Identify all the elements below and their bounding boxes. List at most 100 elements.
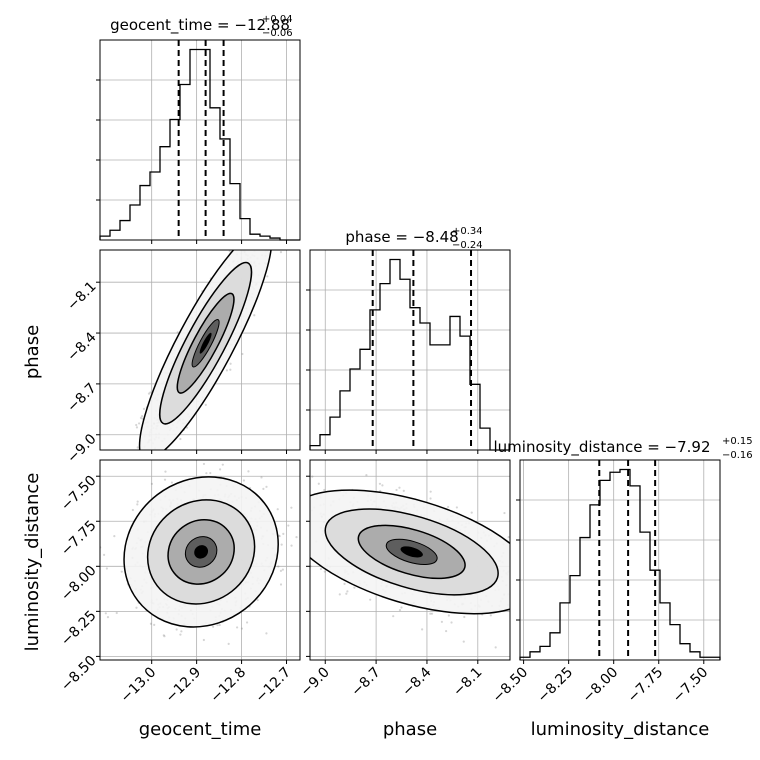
grid-layer (100, 40, 720, 660)
x-tick-label-geocent-time: −12.8 (208, 664, 250, 706)
sample-point (429, 497, 432, 500)
sample-point (262, 487, 265, 490)
sample-point (150, 482, 153, 485)
sample-point (179, 633, 182, 636)
sample-point (305, 542, 307, 544)
sample-point (248, 246, 250, 248)
x-tick-label-geocent-time: −12.7 (253, 664, 295, 706)
sample-point (323, 488, 326, 492)
title-geocent-time: geocent_time = −12.88 (110, 16, 290, 35)
x-tick-label-geocent-time: −13.0 (118, 664, 160, 706)
x-tick-label-phase: −9.0 (298, 664, 333, 699)
sample-point (515, 583, 517, 585)
y-tick-label-luminosity-distance: −8.00 (58, 563, 100, 605)
sample-point (147, 392, 151, 395)
sample-point (202, 462, 206, 466)
sample-point (263, 207, 265, 209)
sample-point (149, 451, 151, 453)
sample-point (266, 275, 269, 278)
sample-point (295, 525, 297, 527)
sample-point (176, 331, 179, 334)
sample-point (462, 640, 465, 643)
sample-point (513, 580, 515, 582)
sample-point (279, 243, 281, 245)
sample-point (293, 543, 295, 545)
x-tick-label-phase: −8.1 (450, 664, 485, 699)
sample-point (510, 584, 512, 586)
sample-point (148, 473, 150, 475)
sample-point (470, 511, 473, 514)
sample-point (212, 625, 215, 628)
sample-point (137, 422, 141, 425)
sample-point (135, 426, 139, 429)
sample-point (515, 603, 517, 605)
panel-frame (99, 459, 301, 661)
sample-point (296, 524, 298, 526)
sample-point (290, 544, 293, 547)
sample-point (287, 515, 289, 517)
sample-point (202, 638, 205, 642)
sample-point (278, 534, 281, 538)
sample-point (421, 628, 424, 631)
sample-point (345, 592, 348, 595)
y-tick-label-luminosity-distance: −8.50 (58, 653, 100, 695)
sample-point (209, 471, 212, 475)
y-tick-label-phase: −8.4 (64, 329, 99, 364)
sample-point (445, 629, 448, 633)
sample-point (139, 416, 143, 419)
sample-point (279, 250, 283, 254)
sample-point (489, 614, 492, 617)
sample-point (258, 241, 260, 243)
panel-frame (99, 39, 301, 241)
sample-point (260, 221, 262, 223)
sample-point (531, 577, 533, 579)
sample-point (132, 457, 134, 459)
sample-point (287, 524, 290, 527)
sample-point (283, 225, 285, 227)
sample-point (369, 598, 372, 601)
sample-point (148, 453, 150, 455)
sample-point (338, 593, 341, 596)
sample-point (398, 609, 402, 612)
y-tick-label-luminosity-distance: −7.75 (58, 518, 100, 560)
sample-point (161, 450, 163, 452)
sample-point (245, 621, 249, 624)
sample-point (265, 243, 267, 245)
sample-point (282, 532, 285, 535)
sample-point (179, 437, 182, 441)
sample-point (539, 607, 541, 609)
sample-point (305, 540, 307, 542)
xlabel-geocent-time: geocent_time (139, 719, 262, 740)
sample-point (135, 606, 138, 609)
sample-point (257, 231, 259, 233)
sample-point (191, 450, 193, 452)
sample-point (514, 589, 516, 591)
sample-point (527, 561, 529, 563)
sample-point (175, 628, 178, 631)
x-tick-label-geocent-time: −12.9 (163, 664, 205, 706)
sample-point (277, 565, 280, 568)
sample-point (533, 571, 535, 573)
sample-point (276, 497, 278, 499)
sample-point (294, 530, 296, 532)
sample-point (514, 541, 516, 543)
sample-point (323, 570, 326, 573)
sample-point (245, 247, 247, 249)
panel-geocent-time-vs-luminosity-distance (100, 460, 316, 645)
sample-point (268, 225, 270, 227)
sample-point (292, 532, 294, 534)
sample-point (257, 217, 259, 219)
sample-point (244, 232, 246, 234)
sample-point (400, 606, 403, 609)
sample-point (541, 613, 543, 615)
sample-point (304, 505, 306, 507)
sample-point (295, 536, 298, 539)
panel-frame (309, 459, 511, 661)
sample-point (284, 516, 286, 518)
sample-point (105, 567, 108, 570)
title-luminosity-distance: luminosity_distance = −7.92 (493, 438, 710, 457)
sample-point (157, 470, 159, 472)
sample-point (102, 553, 106, 556)
sample-point (136, 446, 139, 449)
sample-point (314, 473, 316, 475)
